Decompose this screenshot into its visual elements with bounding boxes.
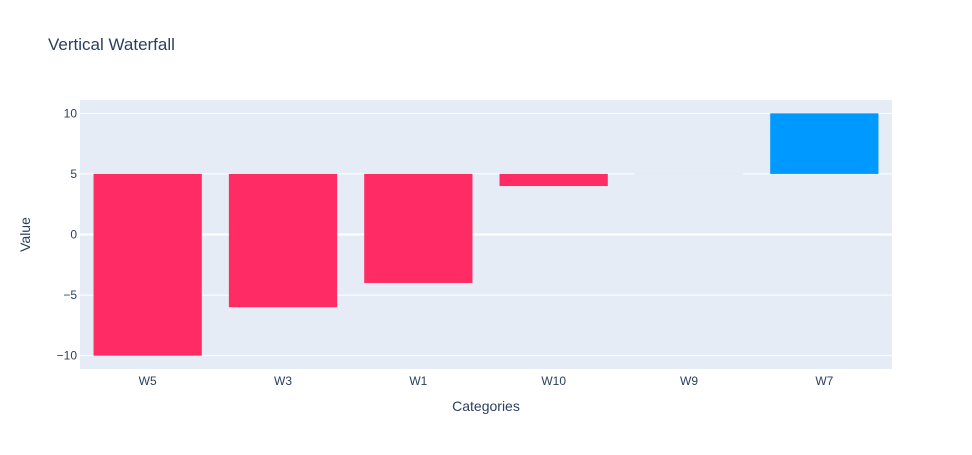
bars xyxy=(93,113,879,356)
chart-title: Vertical Waterfall xyxy=(48,35,175,54)
grid-lines xyxy=(80,112,892,357)
y-tick-label: −10 xyxy=(57,349,78,363)
x-tick-label: W7 xyxy=(815,374,833,388)
x-tick-label: W1 xyxy=(409,374,427,388)
y-tick-labels: −10 −5 0 5 10 xyxy=(57,106,78,362)
y-tick-label: 0 xyxy=(70,228,77,242)
y-axis-title: Value xyxy=(17,217,33,252)
y-tick-label: 5 xyxy=(70,167,77,181)
x-axis-title: Categories xyxy=(452,398,520,414)
bar-w5 xyxy=(93,173,202,356)
x-tick-label: W9 xyxy=(680,374,698,388)
x-tick-label: W5 xyxy=(139,374,157,388)
x-tick-label: W3 xyxy=(274,374,292,388)
x-tick-label: W10 xyxy=(541,374,566,388)
bar-w7 xyxy=(770,113,879,174)
bar-w3 xyxy=(228,173,338,308)
bar-w1 xyxy=(364,173,473,283)
bar-w10 xyxy=(499,173,608,187)
y-tick-label: −5 xyxy=(63,288,77,302)
x-tick-labels: W5 W3 W1 W10 W9 W7 xyxy=(139,374,834,388)
y-tick-label: 10 xyxy=(64,106,78,120)
